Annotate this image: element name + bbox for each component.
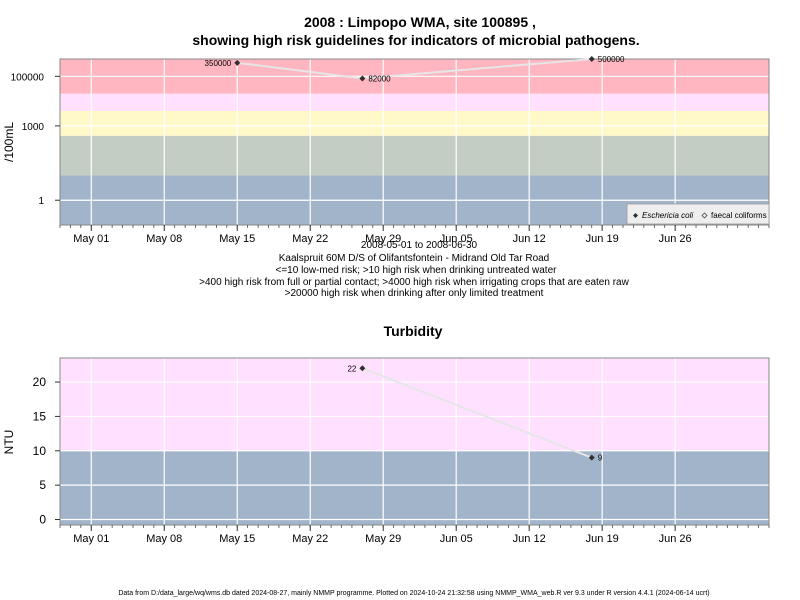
subtitle-line: <=10 low-med risk; >10 high risk when dr… <box>276 265 558 276</box>
data-label: 350000 <box>205 59 232 68</box>
x-axis: May 01 May 08 May 15 May 22 May 29 Jun 05 Jun … <box>59 225 770 245</box>
footer-note: Data from D:/data_large/wq/wms.db dated … <box>118 590 709 597</box>
x-tick-label: May 08 <box>146 533 182 545</box>
series-turbidity: 22 9 <box>347 364 602 462</box>
y-axis: 1 1000 100000 <box>11 72 60 207</box>
x-tick-label: Jun 12 <box>513 233 546 245</box>
x-tick-label: May 08 <box>146 233 182 245</box>
y-tick-label: 10 <box>33 444 47 458</box>
chart-title-turbidity: Turbidity <box>384 323 443 339</box>
y-tick-label: 100000 <box>11 72 45 83</box>
y-axis-label: NTU <box>2 430 16 455</box>
y-tick-label: 0 <box>39 513 46 527</box>
data-label: 22 <box>347 364 356 373</box>
data-point <box>359 75 366 82</box>
x-axis: May 01 May 08 May 15 May 22 May 29 Jun 05 Jun … <box>59 525 770 545</box>
data-point <box>588 454 595 461</box>
x-tick-label: May 22 <box>292 533 328 545</box>
band-sage <box>60 135 769 176</box>
subtitle-line: 2008-05-01 to 2008-06-30 <box>361 240 478 251</box>
x-tick-label: May 15 <box>219 533 255 545</box>
band-pink <box>60 358 769 451</box>
series-e-coli: 350000 82000 500000 <box>205 55 625 83</box>
band-blue <box>60 450 769 525</box>
data-label: 82000 <box>368 74 391 83</box>
series-line <box>362 367 593 459</box>
subtitle-line: >400 high risk from full or partial cont… <box>199 277 629 288</box>
data-point <box>588 56 595 62</box>
x-tick-label: May 22 <box>292 233 328 245</box>
x-tick-label: Jun 26 <box>659 533 692 545</box>
gridlines <box>60 358 769 525</box>
data-point <box>359 365 366 372</box>
y-tick-label: 20 <box>33 375 47 389</box>
legend-entry-e-coli: Eschericia coli <box>642 211 693 220</box>
y-axis: 0 5 10 15 20 <box>33 375 60 527</box>
y-axis-label: /100mL <box>2 122 16 162</box>
legend-open-diamond-icon <box>701 212 708 219</box>
legend-box <box>626 203 770 225</box>
x-tick-label: Jun 19 <box>586 233 619 245</box>
y-tick-label: 15 <box>33 409 47 423</box>
x-tick-label: Jun 19 <box>586 533 619 545</box>
y-tick-label: 5 <box>39 478 46 492</box>
x-tick-label: Jun 12 <box>513 533 546 545</box>
data-point <box>234 59 241 66</box>
data-label: 9 <box>598 454 603 463</box>
chart-title-line-2: showing high risk guidelines for indicat… <box>192 32 639 48</box>
subtitle-line: Kaalspruit 60M D/S of Olifantsfontein - … <box>279 253 550 264</box>
band-yellow <box>60 110 769 136</box>
gridlines <box>60 59 769 225</box>
subtitle-line: >20000 high risk when drinking after onl… <box>285 288 544 299</box>
x-tick-label: May 15 <box>219 233 255 245</box>
y-tick-label: 1 <box>38 196 44 207</box>
x-tick-label: Jun 05 <box>440 233 473 245</box>
legend-diamond-icon <box>633 213 638 218</box>
data-label: 500000 <box>598 55 625 64</box>
x-tick-label: May 29 <box>365 533 401 545</box>
x-tick-label: Jun 05 <box>440 533 473 545</box>
turbidity-bands <box>60 358 769 525</box>
x-tick-label: Jun 26 <box>659 233 692 245</box>
x-tick-label: May 29 <box>365 233 401 245</box>
y-tick-label: 1000 <box>22 122 45 133</box>
x-tick-label: May 01 <box>73 533 109 545</box>
chart-title-line-1: 2008 : Limpopo WMA, site 100895 , <box>304 14 536 30</box>
legend: Eschericia coli faecal coliforms <box>626 203 770 225</box>
band-pink <box>60 93 769 111</box>
x-tick-label: May 01 <box>73 233 109 245</box>
legend-entry-faecal-coliforms: faecal coliforms <box>711 211 767 220</box>
